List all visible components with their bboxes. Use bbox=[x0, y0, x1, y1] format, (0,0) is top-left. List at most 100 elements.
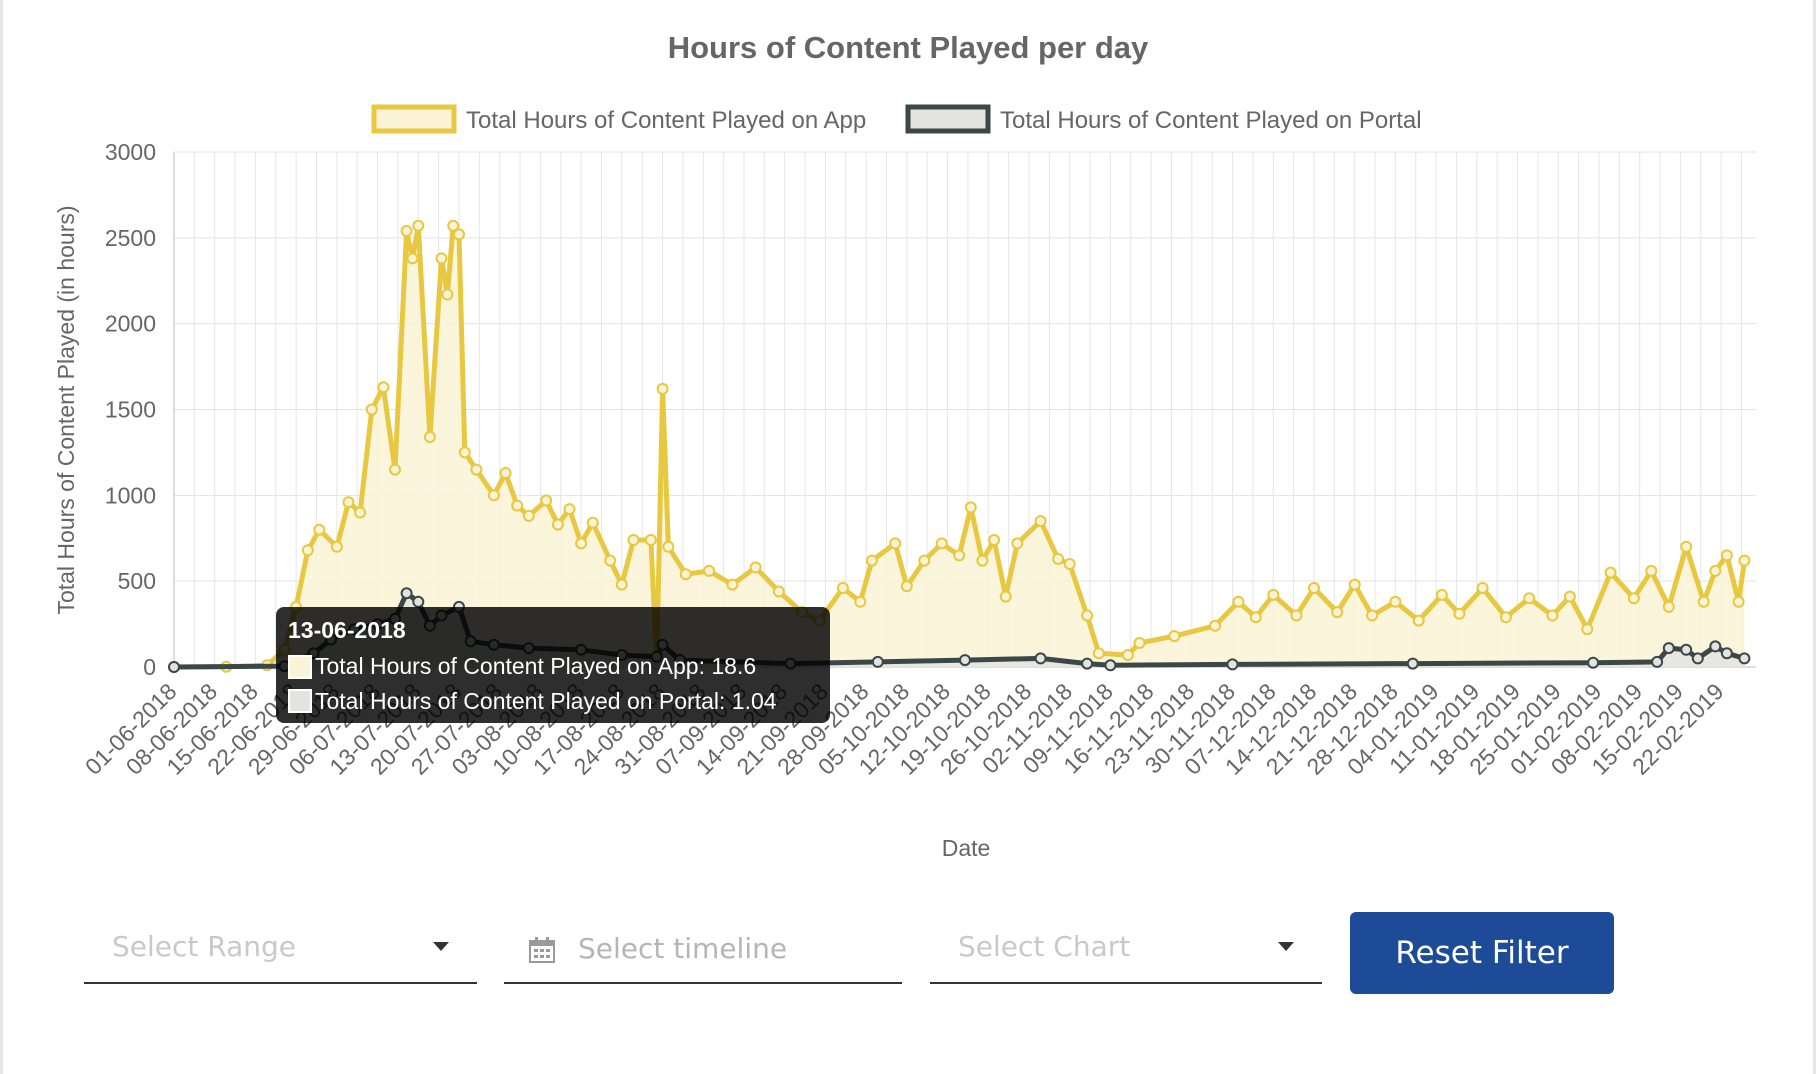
app-point bbox=[441, 288, 454, 301]
app-point bbox=[889, 537, 902, 550]
app-point bbox=[1389, 595, 1402, 608]
range-select[interactable]: Select Range bbox=[84, 914, 477, 984]
x-axis-title: Date bbox=[942, 835, 991, 861]
app-point bbox=[644, 534, 657, 546]
app-point bbox=[1645, 564, 1658, 577]
app-point bbox=[458, 446, 471, 459]
app-point bbox=[487, 489, 500, 502]
calendar-icon bbox=[529, 937, 555, 963]
timeline-picker-placeholder: Select timeline bbox=[578, 932, 788, 965]
chart-select[interactable]: Select Chart bbox=[930, 914, 1322, 984]
frame-right-edge bbox=[1813, 0, 1816, 1074]
app-point bbox=[1697, 595, 1710, 608]
app-point bbox=[656, 382, 669, 395]
app-point bbox=[703, 564, 716, 577]
app-point bbox=[1581, 623, 1594, 636]
app-point bbox=[976, 554, 989, 567]
portal-point bbox=[412, 595, 425, 608]
app-point bbox=[1133, 637, 1146, 649]
tooltip-box bbox=[276, 607, 830, 723]
app-point bbox=[1476, 582, 1489, 594]
app-point bbox=[1081, 609, 1094, 622]
app-point bbox=[953, 549, 966, 562]
tooltip-line-app: Total Hours of Content Played on App: 18… bbox=[315, 653, 756, 679]
app-point bbox=[412, 219, 425, 232]
portal-point bbox=[1587, 656, 1600, 669]
app-point bbox=[377, 381, 390, 394]
app-point bbox=[1709, 564, 1722, 577]
legend-label-app[interactable]: Total Hours of Content Played on App bbox=[466, 107, 866, 134]
app-point bbox=[365, 403, 378, 416]
app-point bbox=[470, 463, 483, 476]
legend-swatch-portal bbox=[905, 104, 991, 134]
app-point bbox=[1290, 609, 1303, 622]
app-point bbox=[1738, 554, 1751, 567]
y-tick-label: 1500 bbox=[105, 397, 156, 423]
app-point bbox=[679, 568, 692, 581]
app-point bbox=[354, 506, 367, 519]
y-tick-label: 3000 bbox=[105, 139, 156, 165]
app-point bbox=[1052, 552, 1065, 565]
portal-point bbox=[168, 661, 180, 673]
app-point bbox=[627, 534, 640, 546]
app-point bbox=[511, 499, 524, 512]
app-point bbox=[1092, 647, 1105, 660]
app-point bbox=[662, 540, 675, 553]
app-point bbox=[1720, 549, 1733, 562]
tooltip-swatch-app bbox=[288, 655, 312, 679]
app-point bbox=[1546, 609, 1559, 622]
app-point bbox=[1604, 566, 1617, 579]
app-point bbox=[1412, 614, 1425, 627]
portal-point bbox=[959, 654, 971, 667]
app-point bbox=[749, 561, 762, 574]
app-point bbox=[499, 467, 512, 479]
y-tick-label: 2000 bbox=[105, 311, 156, 337]
app-point bbox=[1331, 606, 1344, 619]
app-point bbox=[1308, 582, 1320, 594]
legend[interactable]: Total Hours of Content Played on App Tot… bbox=[371, 104, 1422, 134]
range-select-placeholder: Select Range bbox=[112, 930, 297, 963]
app-point bbox=[900, 580, 913, 593]
y-tick-labels: 0 500 1000 1500 2000 2500 3000 bbox=[105, 139, 156, 680]
app-point bbox=[1499, 611, 1512, 624]
app-point bbox=[1209, 619, 1222, 632]
legend-label-portal[interactable]: Total Hours of Content Played on Portal bbox=[1000, 107, 1422, 134]
app-point bbox=[1662, 600, 1675, 613]
app-point bbox=[1232, 595, 1245, 608]
chart-title: Hours of Content Played per day bbox=[668, 30, 1149, 65]
app-point bbox=[999, 590, 1012, 603]
timeline-picker[interactable]: Select timeline bbox=[504, 914, 902, 984]
series-app bbox=[168, 219, 1751, 673]
app-point bbox=[586, 516, 599, 529]
chart: Hours of Content Played per day Total Ho… bbox=[53, 30, 1756, 861]
app-point bbox=[1249, 611, 1262, 624]
portal-point bbox=[1662, 642, 1675, 655]
app-point bbox=[1034, 515, 1047, 528]
reset-filter-button[interactable]: Reset Filter bbox=[1350, 912, 1614, 994]
app-point bbox=[540, 494, 553, 507]
app-point bbox=[389, 463, 401, 476]
grid bbox=[173, 151, 1756, 668]
app-point bbox=[301, 544, 314, 557]
chevron-down-icon[interactable] bbox=[1278, 942, 1294, 951]
app-point bbox=[854, 595, 867, 608]
app-point bbox=[551, 518, 564, 531]
app-point bbox=[1121, 649, 1134, 661]
app-point bbox=[918, 554, 931, 567]
filter-bar: Select Range Select timeline Select Char… bbox=[0, 900, 1816, 1020]
chevron-down-icon[interactable] bbox=[433, 942, 449, 951]
portal-point bbox=[1709, 640, 1722, 653]
app-point bbox=[423, 431, 436, 443]
y-tick-label: 2500 bbox=[105, 225, 156, 251]
app-point bbox=[1366, 609, 1379, 622]
app-point bbox=[1732, 595, 1745, 608]
app-point bbox=[1523, 592, 1536, 605]
portal-point bbox=[400, 587, 413, 600]
y-tick-label: 0 bbox=[143, 654, 156, 680]
chart-select-placeholder: Select Chart bbox=[958, 930, 1131, 963]
tooltip-swatch-portal bbox=[288, 689, 312, 713]
portal-point bbox=[1406, 657, 1419, 670]
app-point bbox=[342, 496, 355, 509]
app-point bbox=[330, 540, 343, 553]
portal-point bbox=[1738, 652, 1751, 665]
